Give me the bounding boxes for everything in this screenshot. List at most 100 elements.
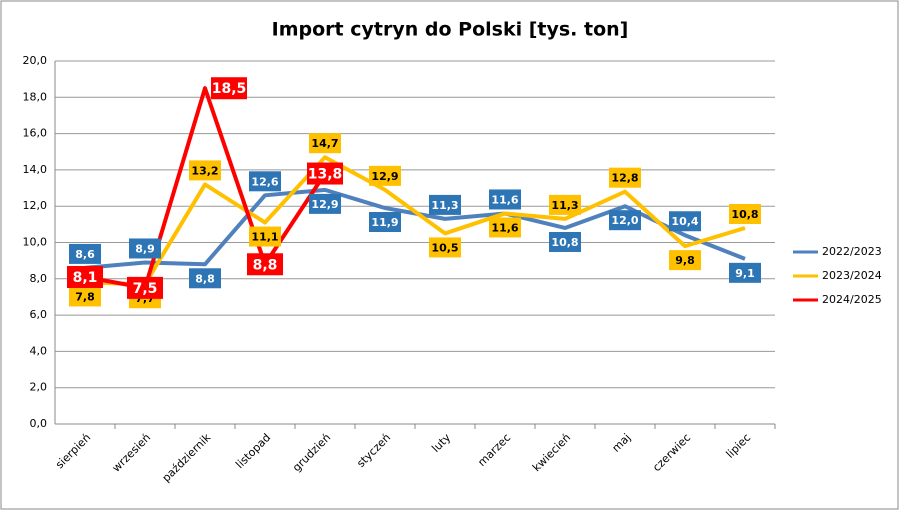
data-label-box (429, 237, 461, 258)
data-label: 10,5 (429, 237, 461, 258)
y-tick-label: 20,0 (23, 54, 48, 67)
data-label-text: 12,9 (311, 198, 338, 211)
data-label-box (669, 250, 701, 271)
data-label-text: 11,1 (251, 231, 278, 244)
y-tick-label: 12,0 (23, 199, 48, 212)
data-label-box (609, 210, 641, 231)
data-label: 7,8 (69, 286, 101, 307)
legend-label: 2024/2025 (822, 293, 882, 306)
data-label-box (309, 133, 341, 154)
data-label-text: 12,9 (371, 170, 398, 183)
data-label-text: 14,7 (311, 137, 338, 150)
data-label: 11,3 (549, 194, 581, 215)
data-label: 8,8 (189, 268, 221, 289)
data-label-box (729, 262, 761, 283)
series-line (84, 86, 327, 290)
data-label: 9,8 (669, 250, 701, 271)
data-label-box (127, 276, 163, 299)
data-label-box (729, 203, 761, 224)
data-label-box (369, 212, 401, 233)
y-tick-label: 18,0 (23, 90, 48, 103)
data-label-box (549, 231, 581, 252)
legend-label: 2022/2023 (822, 245, 882, 258)
data-label-box (189, 268, 221, 289)
data-label: 10,4 (669, 211, 701, 232)
legend-label: 2023/2024 (822, 269, 882, 282)
data-label: 12,6 (249, 171, 281, 192)
data-label-box (211, 77, 247, 100)
data-label-text: 10,5 (431, 241, 458, 254)
data-label-text: 8,8 (253, 257, 278, 273)
data-label-box (609, 167, 641, 188)
data-label-text: 7,8 (75, 290, 95, 303)
data-label-box (249, 171, 281, 192)
data-label-text: 11,3 (431, 199, 458, 212)
data-label-text: 13,8 (308, 167, 343, 183)
chart-title: Import cytryn do Polski [tys. ton] (272, 19, 629, 41)
data-label: 10,8 (549, 231, 581, 252)
data-label: 8,9 (129, 238, 161, 259)
data-label-box (129, 238, 161, 259)
data-label-text: 12,6 (251, 175, 278, 188)
data-label: 12,8 (609, 167, 641, 188)
data-label-text: 12,8 (611, 172, 638, 185)
data-label-box (369, 165, 401, 186)
data-label-text: 10,8 (731, 208, 758, 221)
data-label-text: 10,8 (551, 236, 578, 249)
data-label-box (189, 160, 221, 181)
data-label: 10,8 (729, 203, 761, 224)
data-label-text: 7,5 (133, 281, 158, 297)
data-label-box (247, 253, 283, 276)
data-label: 13,8 (307, 162, 343, 185)
data-label-text: 12,0 (611, 214, 638, 227)
data-label-box (429, 194, 461, 215)
data-label: 11,6 (489, 217, 521, 238)
data-label: 8,6 (69, 243, 101, 264)
y-tick-label: 16,0 (23, 127, 48, 140)
y-tick-label: 6,0 (30, 308, 48, 321)
data-label-box (489, 189, 521, 210)
data-label-text: 11,9 (371, 216, 398, 229)
data-label-box (249, 226, 281, 247)
data-label-box (489, 217, 521, 238)
data-label-text: 18,5 (212, 81, 247, 97)
data-label-box (549, 194, 581, 215)
data-label-text: 13,2 (191, 164, 218, 177)
data-label: 13,2 (189, 160, 221, 181)
data-label: 12,9 (309, 193, 341, 214)
data-label: 12,0 (609, 210, 641, 231)
data-label-text: 8,8 (195, 272, 215, 285)
data-label-text: 8,6 (75, 248, 95, 261)
y-tick-label: 10,0 (23, 236, 48, 249)
data-label: 8,1 (67, 265, 103, 288)
y-tick-label: 0,0 (30, 417, 48, 430)
data-label: 9,1 (729, 262, 761, 283)
y-tick-label: 2,0 (30, 381, 48, 394)
y-tick-label: 14,0 (23, 163, 48, 176)
data-label: 7,5 (127, 276, 163, 299)
data-label-text: 8,1 (73, 270, 98, 286)
data-label: 14,7 (309, 133, 341, 154)
data-label: 11,1 (249, 226, 281, 247)
data-label-box (67, 265, 103, 288)
data-label: 11,6 (489, 189, 521, 210)
data-label-text: 11,6 (491, 193, 518, 206)
data-label-text: 8,9 (135, 242, 155, 255)
data-label: 18,5 (211, 77, 247, 100)
data-label: 12,9 (369, 165, 401, 186)
data-label-text: 11,6 (491, 221, 518, 234)
data-label: 11,3 (429, 194, 461, 215)
data-label-box (309, 193, 341, 214)
data-label-text: 9,1 (735, 267, 755, 280)
data-label-box (669, 211, 701, 232)
data-label-text: 11,3 (551, 199, 578, 212)
data-label-text: 10,4 (671, 215, 698, 228)
series-line (84, 155, 746, 287)
y-tick-label: 8,0 (30, 272, 48, 285)
data-label-box (307, 162, 343, 185)
data-label: 8,8 (247, 253, 283, 276)
data-label-text: 9,8 (675, 254, 695, 267)
data-label-box (69, 286, 101, 307)
y-tick-label: 4,0 (30, 344, 48, 357)
